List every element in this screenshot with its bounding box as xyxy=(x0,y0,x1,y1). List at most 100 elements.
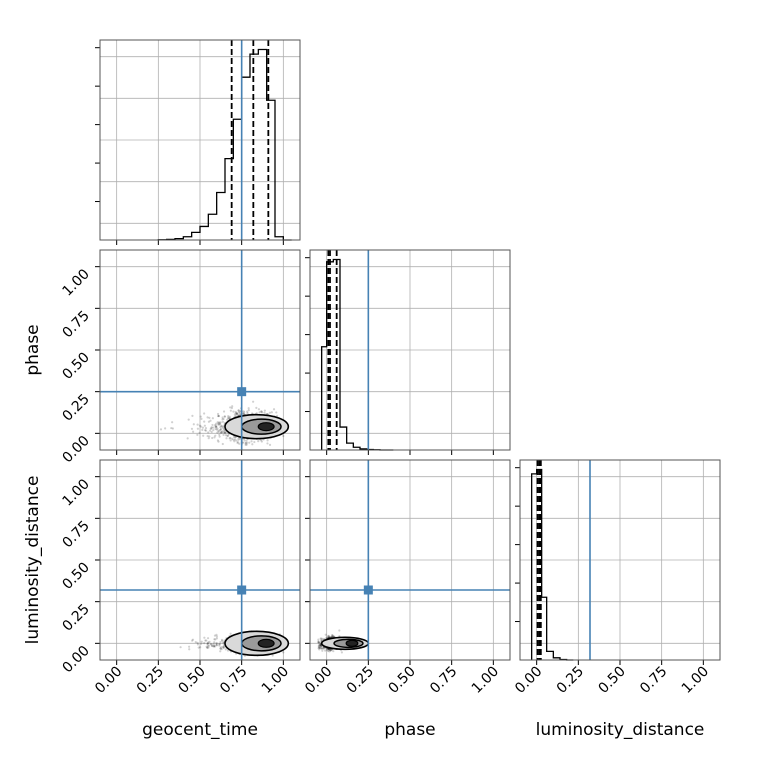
scatter-point xyxy=(319,643,322,646)
scatter-point xyxy=(320,637,323,640)
scatter-point xyxy=(218,423,221,426)
scatter-point xyxy=(282,651,285,654)
hist-bar-geocent_time-5 xyxy=(200,226,208,240)
scatter-point xyxy=(232,438,235,441)
scatter-point xyxy=(198,431,201,434)
scatter-point xyxy=(244,441,247,444)
scatter-point xyxy=(221,430,224,433)
scatter-point xyxy=(207,644,211,647)
scatter-point xyxy=(211,436,214,440)
scatter-point xyxy=(205,645,208,648)
scatter-point xyxy=(330,648,333,652)
scatter-point xyxy=(236,441,239,445)
scatter-point xyxy=(224,431,227,434)
scatter-point xyxy=(210,643,213,646)
scatter-point xyxy=(203,420,206,423)
scatter-point xyxy=(207,646,210,649)
scatter-point xyxy=(319,647,323,650)
scatter-point xyxy=(324,633,327,636)
scatter-point xyxy=(220,425,223,428)
scatter-point xyxy=(234,410,237,414)
hist-bar-luminosity_distance-0 xyxy=(532,474,537,660)
scatter-point xyxy=(220,431,223,434)
scatter-point xyxy=(236,412,239,416)
scatter-point xyxy=(219,427,223,430)
x-axis-label-phase: phase xyxy=(384,720,435,740)
scatter-point xyxy=(225,437,228,440)
scatter-point xyxy=(214,434,217,437)
scatter-point xyxy=(317,641,320,644)
scatter-point xyxy=(260,410,263,413)
scatter-point xyxy=(317,644,321,647)
scatter-point xyxy=(212,426,215,429)
scatter-point xyxy=(219,647,222,650)
scatter-point xyxy=(218,421,221,424)
y-tick-label-0: 0.00 xyxy=(59,433,92,466)
scatter-point xyxy=(218,435,221,438)
scatter-point xyxy=(227,416,230,419)
scatter-point xyxy=(253,440,256,444)
x-tick-label-2: 0.50 xyxy=(385,664,418,697)
scatter-point xyxy=(203,412,206,415)
scatter-point xyxy=(213,644,216,647)
scatter-point xyxy=(229,632,232,635)
scatter-point xyxy=(271,654,274,657)
scatter-point xyxy=(222,426,225,430)
scatter-point xyxy=(213,645,216,648)
scatter-point xyxy=(204,429,208,432)
scatter-point xyxy=(218,642,222,646)
axis-labels: geocent_time phase luminosity_distancephas… xyxy=(23,324,704,740)
y-tick-label-3: 0.75 xyxy=(59,518,92,551)
scatter-point xyxy=(221,645,224,648)
scatter-point xyxy=(235,412,238,415)
scatter-point xyxy=(216,427,219,430)
scatter-point xyxy=(327,635,331,638)
scatter-point xyxy=(222,428,225,431)
scatter-point xyxy=(237,409,240,412)
scatter-point xyxy=(203,424,206,427)
scatter-point xyxy=(257,440,260,443)
scatter-point xyxy=(239,412,242,415)
scatter-point xyxy=(219,428,222,431)
scatter-point xyxy=(261,411,264,414)
x-tick-label-1: 0.25 xyxy=(134,664,167,697)
hist-bar-geocent_time-12 xyxy=(258,50,266,240)
scatter-point xyxy=(329,648,333,651)
scatter-point xyxy=(218,643,221,646)
scatter-point xyxy=(218,433,221,436)
scatter-point xyxy=(206,642,209,646)
scatter-point xyxy=(216,412,220,416)
scatter-point xyxy=(212,643,215,646)
scatter-point xyxy=(215,635,219,638)
scatter-point xyxy=(215,424,218,427)
scatter-point xyxy=(331,634,334,637)
scatter-point xyxy=(238,442,241,445)
scatter-point xyxy=(321,637,325,640)
scatter-point xyxy=(221,639,224,642)
scatter-point xyxy=(236,413,239,416)
scatter-point xyxy=(221,418,224,421)
hist-bar-phase-0 xyxy=(322,347,327,450)
scatter-point xyxy=(326,636,329,639)
scatter-point xyxy=(218,423,222,426)
scatter-point xyxy=(192,423,195,426)
scatter-point xyxy=(209,643,212,646)
scatter-point xyxy=(206,644,209,647)
scatter-point xyxy=(228,415,231,419)
scatter-point xyxy=(326,636,329,639)
scatter-point xyxy=(318,645,321,648)
scatter-point xyxy=(255,412,258,415)
hist-bar-phase-4 xyxy=(347,443,354,450)
scatter-point xyxy=(207,437,210,440)
hist-bar-luminosity_distance-3 xyxy=(547,651,554,660)
scatter-point xyxy=(212,645,216,648)
y-tick-label-4: 1.00 xyxy=(59,476,92,509)
scatter-point xyxy=(226,649,230,652)
scatter-point xyxy=(186,437,189,440)
scatter-point xyxy=(196,433,199,436)
scatter-point xyxy=(210,644,214,647)
scatter-point xyxy=(268,443,272,447)
scatter-point xyxy=(197,646,200,649)
scatter-point xyxy=(266,439,269,442)
